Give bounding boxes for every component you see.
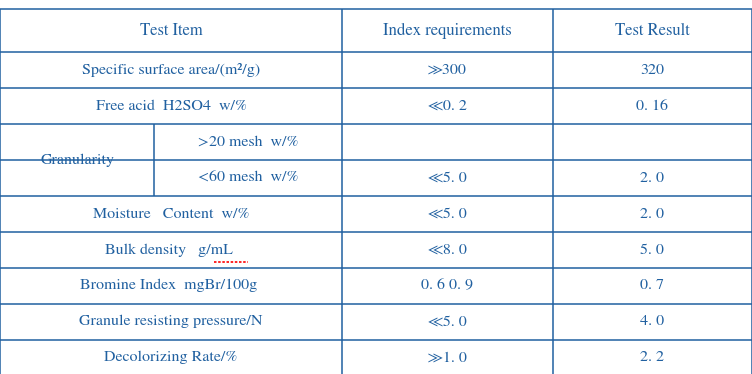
Text: >20 mesh  w/%: >20 mesh w/% bbox=[198, 135, 299, 149]
Text: 320: 320 bbox=[641, 64, 664, 77]
Text: 5. 0: 5. 0 bbox=[641, 243, 664, 257]
Text: 0. 6～0. 9: 0. 6～0. 9 bbox=[421, 279, 474, 292]
Text: Test Result: Test Result bbox=[615, 23, 690, 39]
Text: Granularity: Granularity bbox=[40, 153, 114, 167]
Text: Bulk density／ （g/mL）: Bulk density／ （g/mL） bbox=[105, 243, 237, 257]
Text: Moisture   Content  w/%: Moisture Content w/% bbox=[92, 207, 250, 221]
Text: ≪8. 0: ≪8. 0 bbox=[428, 243, 467, 257]
Text: ≪5. 0: ≪5. 0 bbox=[428, 207, 467, 221]
Text: Index requirements: Index requirements bbox=[383, 23, 512, 39]
Text: ≪5. 0: ≪5. 0 bbox=[428, 315, 467, 328]
Text: 4. 0: 4. 0 bbox=[640, 315, 665, 328]
Text: Bromine Index （mgBr/100g）: Bromine Index （mgBr/100g） bbox=[80, 279, 262, 292]
Text: ≪0. 2: ≪0. 2 bbox=[428, 99, 467, 113]
Text: ≪5. 0: ≪5. 0 bbox=[428, 171, 467, 185]
Text: 0. 16: 0. 16 bbox=[636, 99, 669, 113]
Text: Free acid （H2SO4） w/%: Free acid （H2SO4） w/% bbox=[96, 99, 247, 113]
Text: 0. 7: 0. 7 bbox=[641, 279, 664, 292]
Text: Decolorizing Rate/%: Decolorizing Rate/% bbox=[105, 351, 238, 364]
Text: Test Item: Test Item bbox=[140, 23, 202, 39]
Text: ≫300: ≫300 bbox=[428, 64, 467, 77]
Text: Specific surface area/(m²/g): Specific surface area/(m²/g) bbox=[82, 63, 260, 77]
Text: 2. 0: 2. 0 bbox=[641, 171, 664, 185]
Text: 2. 2: 2. 2 bbox=[641, 351, 664, 364]
Text: <60 mesh  w/%: <60 mesh w/% bbox=[198, 171, 299, 185]
Text: Granule resisting pressure/N: Granule resisting pressure/N bbox=[79, 315, 263, 328]
Text: ≫1. 0: ≫1. 0 bbox=[428, 351, 467, 364]
Text: 2. 0: 2. 0 bbox=[641, 207, 664, 221]
